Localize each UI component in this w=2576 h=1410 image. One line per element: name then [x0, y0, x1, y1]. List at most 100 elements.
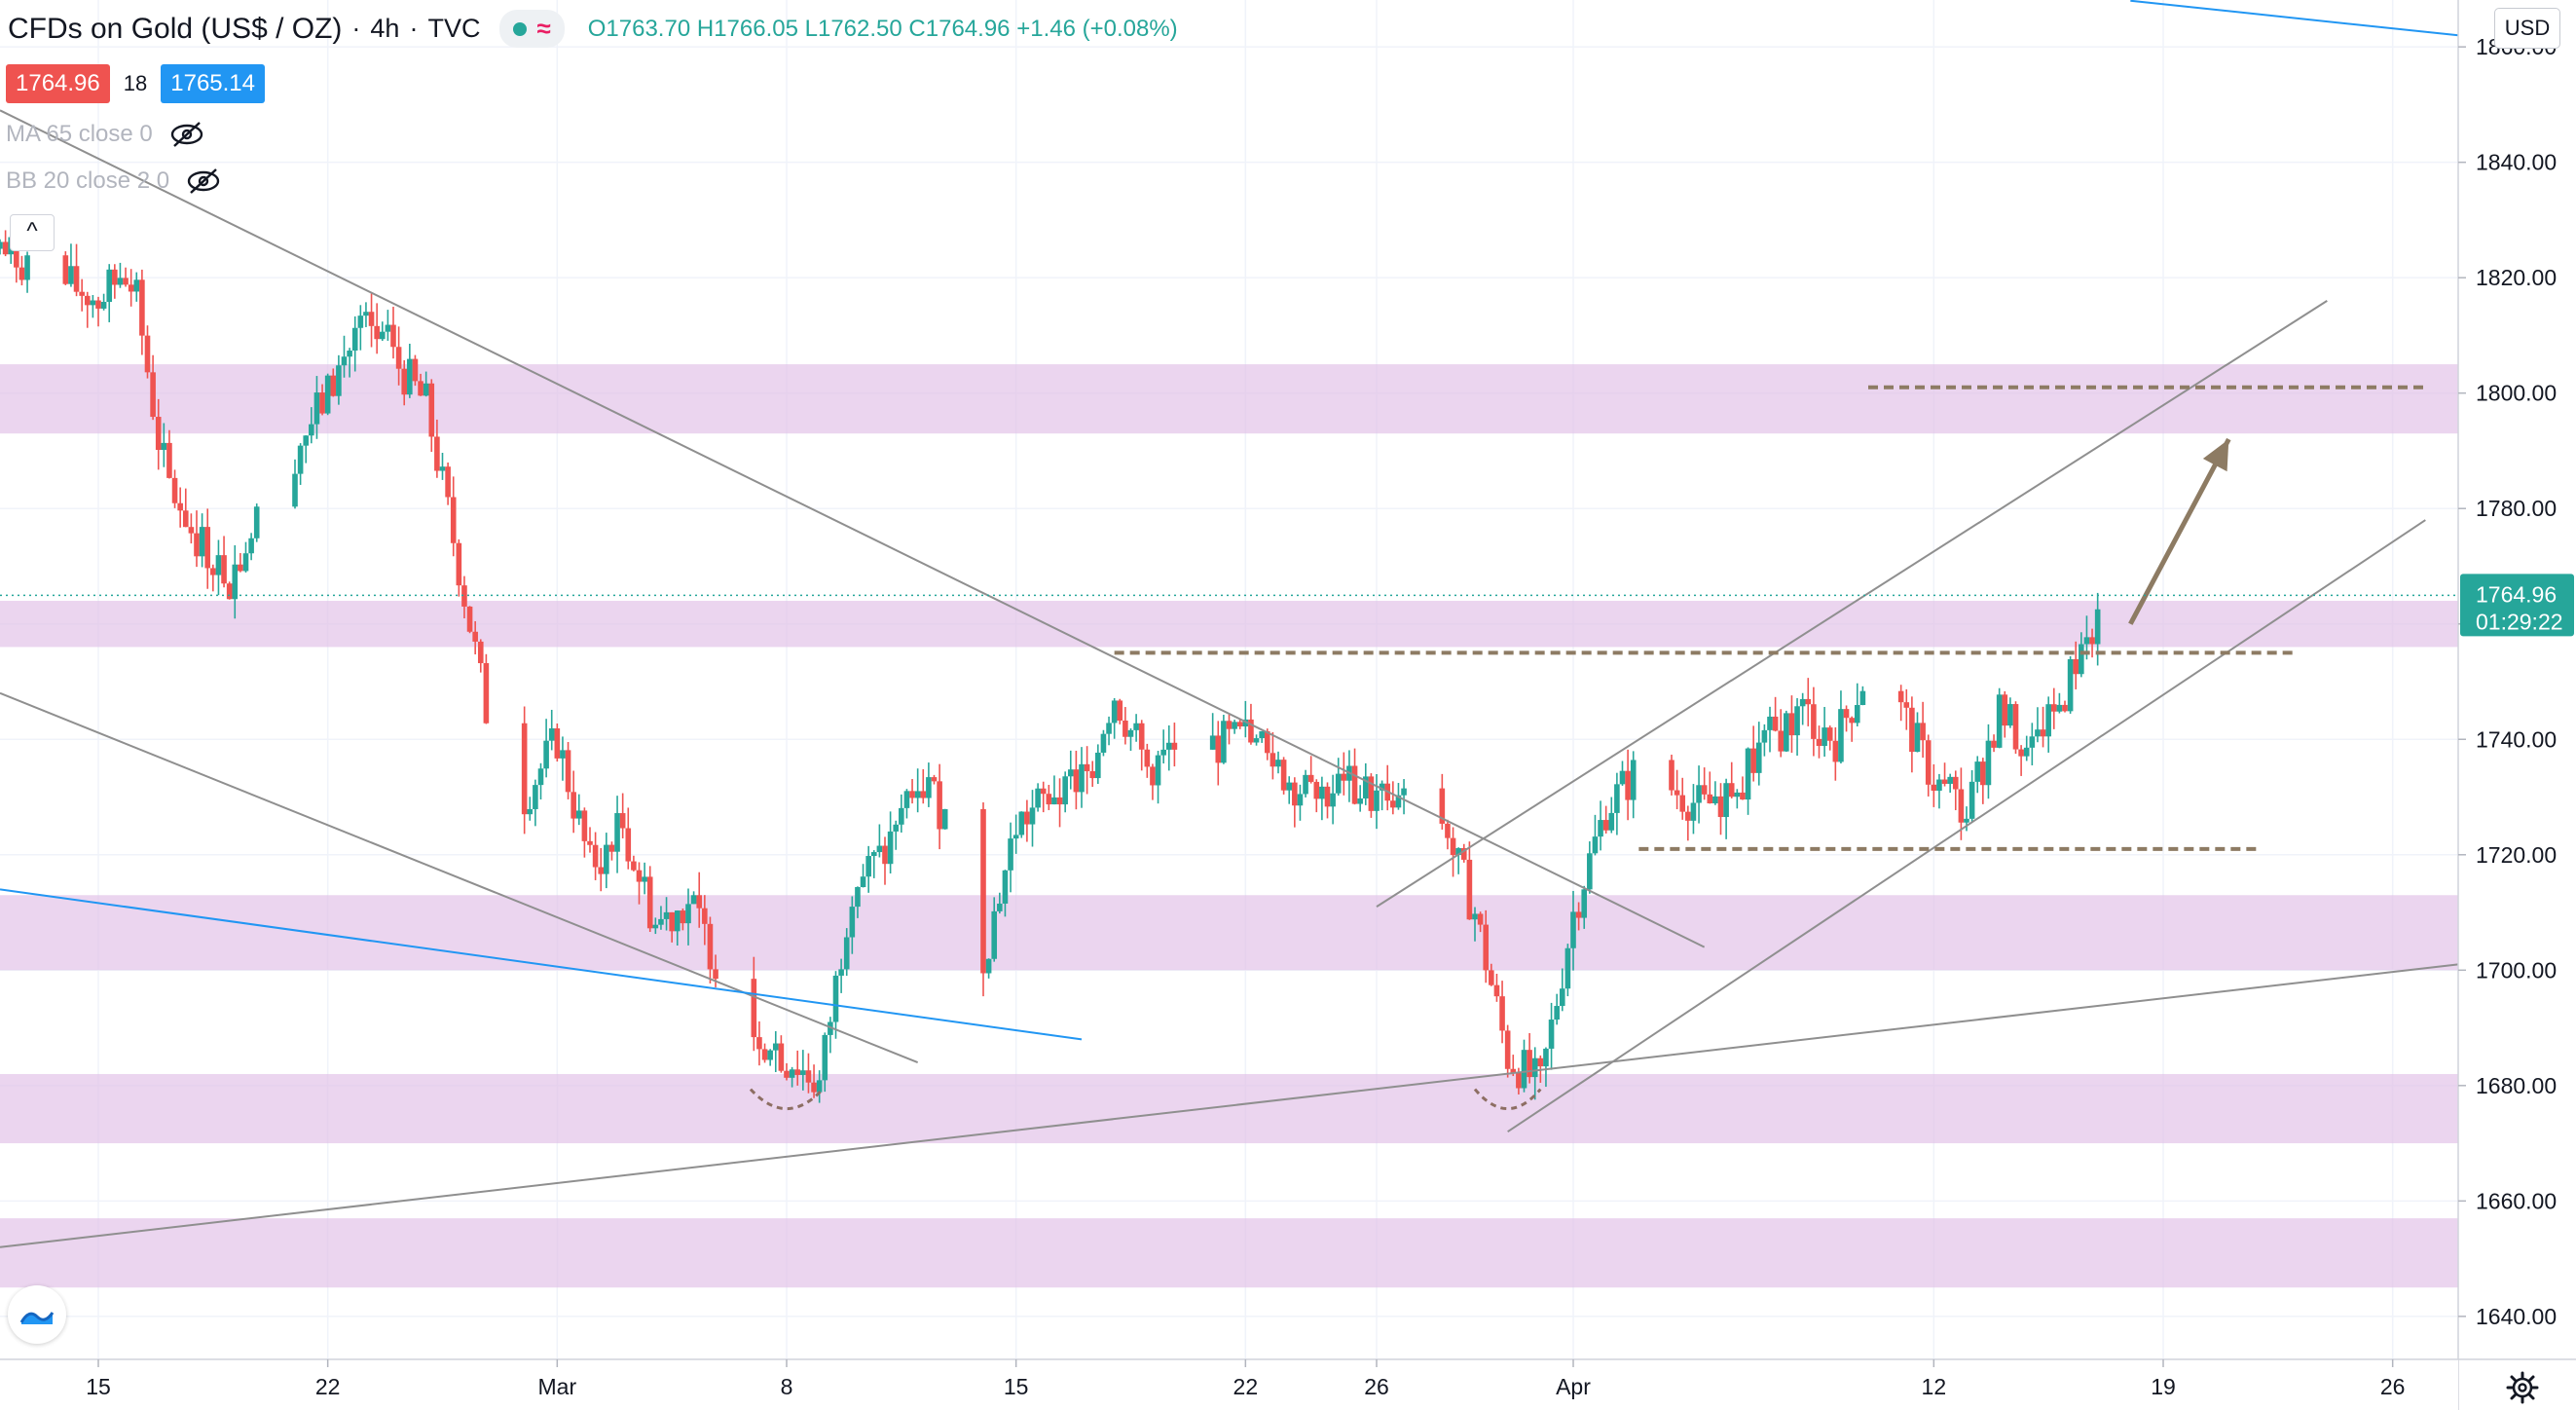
eye-crossed-icon[interactable]: [168, 121, 205, 148]
candle-body: [1286, 782, 1293, 791]
candle: [816, 1070, 823, 1103]
candle-body: [1843, 709, 1850, 719]
candle: [592, 832, 599, 880]
candle: [1679, 777, 1686, 820]
candle: [941, 808, 948, 830]
candle: [292, 459, 298, 509]
candle: [1690, 784, 1697, 835]
candle: [1319, 776, 1325, 821]
candle-body: [1690, 802, 1697, 821]
candle-body: [1592, 836, 1599, 854]
candle: [418, 373, 423, 396]
candle-body: [1630, 760, 1637, 800]
candle-body: [1587, 853, 1593, 890]
candle: [1346, 750, 1352, 802]
candle-body: [1559, 988, 1565, 1007]
candle: [1504, 1024, 1511, 1078]
candle-body: [1717, 796, 1724, 818]
candle-body: [1925, 740, 1932, 785]
candle: [1947, 773, 1953, 794]
gear-icon[interactable]: [2505, 1370, 2540, 1405]
candle: [2062, 700, 2068, 713]
interval-label[interactable]: 4h: [370, 14, 400, 43]
chart-legend: CFDs on Gold (US$ / OZ) · 4h · TVC ≈ O17…: [8, 10, 1178, 48]
candle-body: [90, 300, 96, 306]
indicator-bb[interactable]: BB 20 close 2 0: [6, 167, 222, 195]
candle: [991, 897, 998, 962]
candle-body: [619, 813, 626, 829]
candle-body: [832, 975, 839, 1022]
candle: [2056, 692, 2063, 714]
market-status-pill[interactable]: ≈: [499, 10, 565, 48]
candle-body: [614, 813, 620, 852]
candle: [1619, 761, 1626, 786]
projection-arrowhead: [2202, 439, 2229, 472]
currency-button[interactable]: USD: [2494, 8, 2560, 49]
candle: [2035, 707, 2041, 743]
indicator-ma[interactable]: MA 65 close 0: [6, 121, 205, 148]
candle: [543, 719, 549, 778]
candle-body: [423, 383, 429, 396]
candle-body: [1280, 760, 1287, 791]
candle: [2018, 745, 2024, 776]
candle: [1165, 724, 1172, 771]
candle: [1564, 944, 1571, 997]
candle: [1859, 686, 1866, 706]
collapse-legend-button[interactable]: ^: [10, 214, 55, 251]
eye-crossed-icon[interactable]: [185, 167, 222, 195]
candle-body: [139, 279, 145, 336]
candle-body: [1297, 794, 1304, 806]
candle-body: [843, 937, 850, 970]
tradingview-logo-icon[interactable]: [8, 1285, 66, 1344]
candle-body: [144, 335, 151, 373]
time-tick-label: 22: [1233, 1374, 1259, 1399]
candle-body: [702, 908, 708, 924]
candle-body: [1439, 788, 1446, 824]
trendline: [1376, 300, 2328, 908]
candle: [548, 709, 555, 751]
candle-body: [1941, 779, 1948, 784]
candle: [155, 398, 162, 470]
candle-body: [199, 527, 205, 557]
sell-price-button[interactable]: 1764.96: [6, 64, 110, 103]
candle-body: [1734, 792, 1741, 798]
candle-body: [1351, 765, 1358, 804]
candle: [90, 294, 96, 318]
candle: [680, 908, 686, 931]
candle-body: [669, 911, 675, 932]
candle: [1897, 685, 1904, 722]
candle-body: [351, 327, 358, 352]
candle: [363, 302, 369, 327]
indicator-label: BB 20 close 2 0: [6, 167, 170, 194]
candle-body: [1669, 760, 1674, 791]
candle: [1701, 767, 1708, 800]
candle-body: [1401, 788, 1407, 796]
candle-body: [1969, 781, 1975, 819]
candle-body: [2062, 704, 2068, 712]
candle: [1067, 750, 1074, 790]
candle: [351, 315, 358, 372]
candle: [423, 371, 429, 397]
candle-body: [805, 1070, 812, 1083]
candle: [2, 230, 9, 257]
candle: [1745, 747, 1751, 815]
candle: [1849, 716, 1855, 742]
candle: [1980, 758, 1986, 804]
candle: [1439, 773, 1446, 830]
candle: [1750, 725, 1756, 782]
candle-body: [658, 918, 664, 925]
candle-body: [1079, 763, 1085, 793]
candle: [767, 1049, 773, 1066]
candle: [1133, 714, 1139, 742]
buy-price-button[interactable]: 1765.14: [161, 64, 266, 103]
candle-body: [1051, 797, 1057, 805]
candle: [1450, 827, 1456, 877]
candle-body: [1253, 738, 1260, 743]
candle: [319, 384, 325, 416]
symbol-name[interactable]: CFDs on Gold (US$ / OZ): [8, 12, 343, 45]
candle: [887, 811, 894, 874]
candle-body: [319, 392, 325, 414]
candle: [1292, 777, 1298, 828]
candle: [926, 762, 932, 807]
